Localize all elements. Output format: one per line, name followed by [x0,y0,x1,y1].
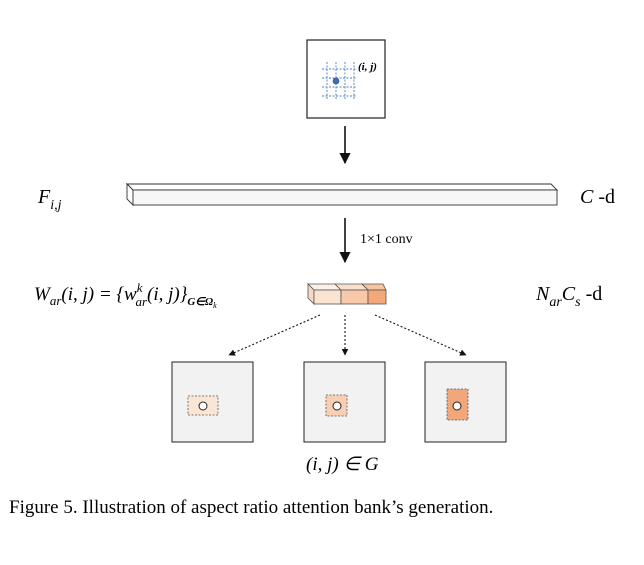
pixel-point-icon [332,77,340,85]
dotted-arrow-right [374,314,467,356]
dotted-arrow-left [228,314,321,356]
feature-bar [125,182,559,207]
center-pixel-icon [198,401,208,411]
input-pixel-panel: (i, j) [306,39,386,119]
aspect-panel-wide [171,361,254,443]
aspect-panel-square [303,361,386,443]
pixel-label: (i, j) [358,61,377,73]
feature-label: Fi,j [37,186,62,213]
figure-caption: Figure 5. Illustration of aspect ratio a… [9,497,493,518]
dotted-arrows [228,314,467,356]
attention-cubes [307,283,387,305]
conv-label: 1×1 conv [360,232,413,247]
output-label: NarCs -d [535,283,602,310]
membership-label: (i, j) ∈ G [306,454,379,475]
channel-label: C -d [580,186,615,208]
center-pixel-icon [452,401,462,411]
aspect-panel-tall [424,361,507,443]
weights-label: War(i, j) = {wk ar(i, j)}G∈Ωk [34,280,217,310]
center-pixel-icon [332,401,342,411]
